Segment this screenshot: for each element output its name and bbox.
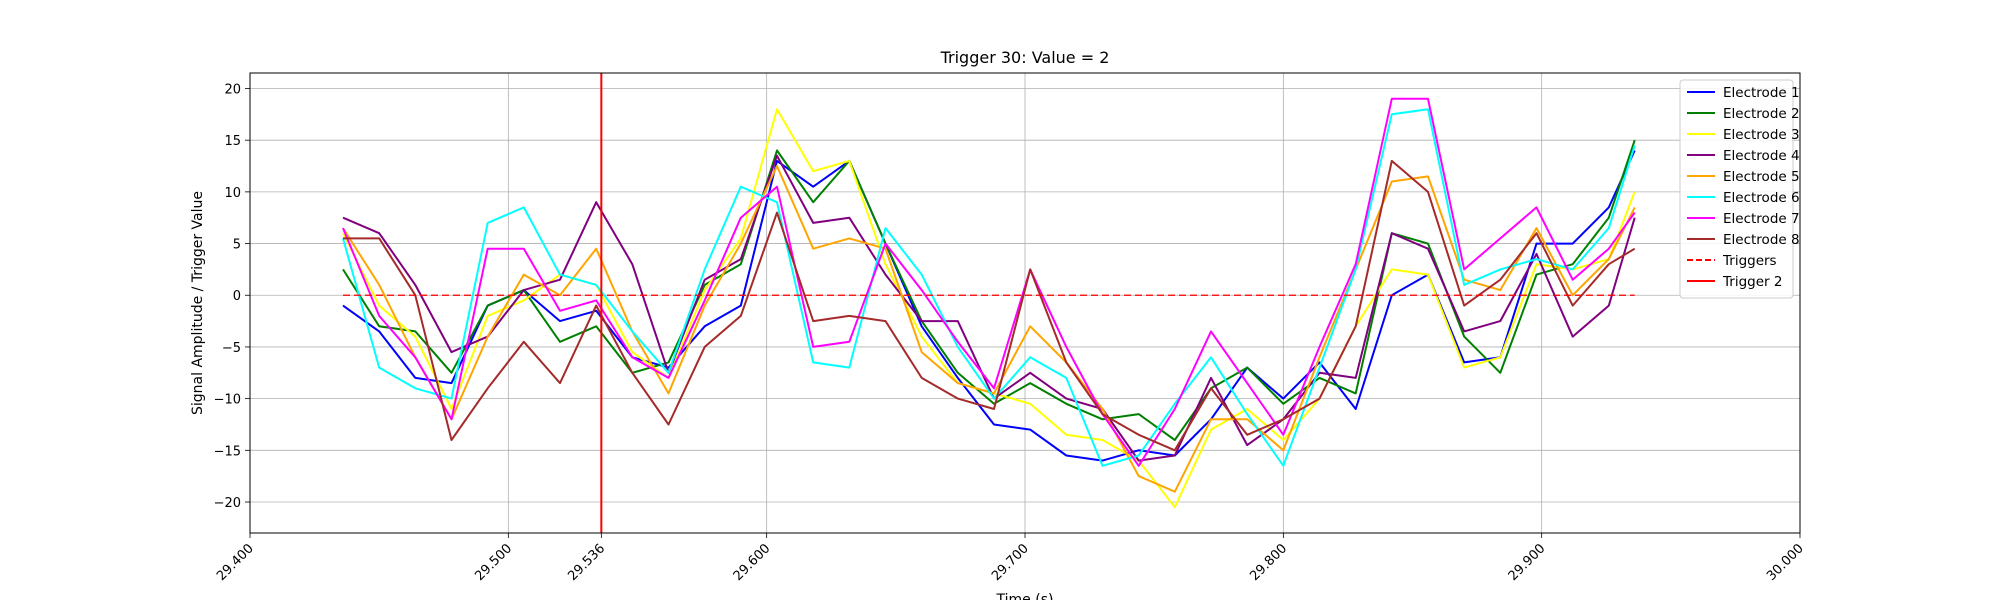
x-tick-label: 29.900 [1506,541,1549,584]
x-tick-label: 29.500 [472,541,515,584]
y-axis-label: Signal Amplitude / Trigger Value [190,191,206,415]
x-tick-label: 29.600 [731,541,774,584]
x-tick-label: 29.536 [565,541,608,584]
series-layer [342,97,1636,509]
legend-label: Electrode 1 [1723,85,1800,101]
y-tick-label: −5 [222,341,241,356]
trigger-layer [343,73,1635,533]
series-line-electrode-2 [342,139,1636,441]
y-tick-label: 20 [224,83,241,98]
legend-label: Electrode 6 [1723,190,1800,206]
y-tick-label: 0 [233,289,241,304]
y-tick-label: 5 [233,238,241,253]
y-tick-label: −20 [214,496,241,511]
chart-title: Trigger 30: Value = 2 [940,48,1110,67]
series-line-electrode-8 [343,159,1636,452]
grid-layer [249,73,1801,533]
legend-label: Trigger 2 [1722,274,1782,290]
series-line-electrode-5 [342,165,1636,493]
x-tick-label: 29.800 [1247,541,1290,584]
legend-label: Electrode 2 [1723,106,1800,122]
legend-label: Triggers [1722,253,1777,269]
x-tick-label: 29.700 [989,541,1032,584]
series-line-electrode-7 [342,97,1636,467]
legend: Electrode 1 Electrode 2 Electrode 3 Electro… [1679,79,1800,299]
y-tick-label: −15 [214,444,241,459]
legend-label: Electrode 8 [1723,232,1800,248]
series-line-electrode-6 [342,108,1636,467]
x-axis-label: Time (s) [996,592,1054,600]
legend-label: Electrode 3 [1723,127,1800,143]
legend-label: Electrode 5 [1723,169,1800,185]
legend-label: Electrode 4 [1723,148,1800,164]
x-tick-label: 29.400 [214,541,257,584]
legend-label: Electrode 7 [1723,211,1800,227]
y-tick-label: 10 [224,186,241,201]
y-tick-label: −10 [214,393,241,408]
x-tick-label: 30.000 [1764,541,1807,584]
y-tick-label: 15 [224,134,241,149]
